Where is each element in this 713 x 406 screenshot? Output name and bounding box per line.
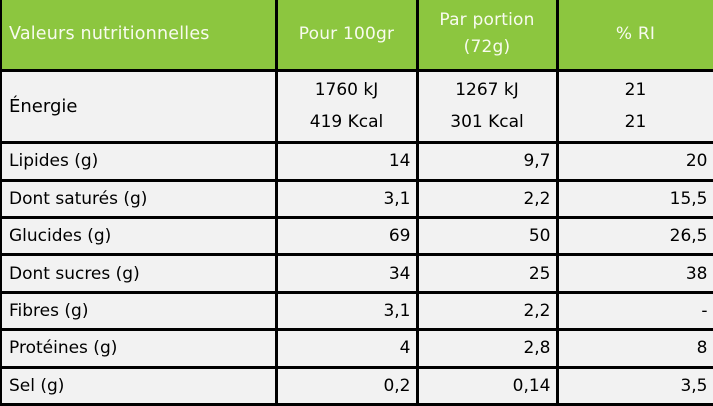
nutrient-label: Fibres (g) (0, 290, 278, 332)
header-par-portion-line2: (72g) (463, 37, 511, 58)
nutrient-percent-ri: 15,5 (555, 178, 713, 220)
energy-percent-ri-kcal: 21 (624, 112, 647, 133)
energy-percent-ri: 21 21 (555, 68, 713, 145)
nutrient-percent-ri: 26,5 (555, 216, 713, 257)
nutrient-per-portion: 9,7 (415, 141, 559, 182)
energy-per-100g-kcal: 419 Kcal (309, 112, 384, 133)
nutrient-row: Dont saturés (g) 3,1 2,2 15,5 (0, 178, 713, 220)
energy-row: Énergie 1760 kJ 419 Kcal 1267 kJ 301 Kca… (0, 68, 713, 145)
header-row: Valeurs nutritionnelles Pour 100gr Par p… (0, 0, 713, 72)
nutrient-percent-ri: 38 (555, 253, 713, 294)
nutrient-percent-ri: 3,5 (555, 365, 713, 406)
nutrient-per-100g: 4 (274, 328, 419, 369)
energy-per-100g-kj: 1760 kJ (314, 80, 379, 101)
header-percent-ri: % RI (555, 0, 713, 72)
nutrient-per-100g: 3,1 (274, 290, 419, 332)
nutrient-row: Glucides (g) 69 50 26,5 (0, 216, 713, 257)
header-par-portion-line1: Par portion (439, 10, 535, 31)
nutrient-percent-ri: 20 (555, 141, 713, 182)
nutrient-per-portion: 50 (415, 216, 559, 257)
energy-label: Énergie (0, 68, 278, 145)
nutrient-per-100g: 3,1 (274, 178, 419, 220)
nutrient-label: Glucides (g) (0, 216, 278, 257)
nutrient-label: Protéines (g) (0, 328, 278, 369)
energy-percent-ri-kj: 21 (624, 80, 647, 101)
nutrient-per-portion: 2,8 (415, 328, 559, 369)
nutrient-row: Protéines (g) 4 2,8 8 (0, 328, 713, 369)
energy-per-portion-kj: 1267 kJ (455, 80, 519, 101)
nutrient-per-100g: 14 (274, 141, 419, 182)
nutrient-label: Sel (g) (0, 365, 278, 406)
nutrient-per-100g: 69 (274, 216, 419, 257)
nutrient-row: Fibres (g) 3,1 2,2 - (0, 290, 713, 332)
nutrient-per-portion: 0,14 (415, 365, 559, 406)
nutrient-per-portion: 25 (415, 253, 559, 294)
nutrient-per-portion: 2,2 (415, 290, 559, 332)
energy-per-portion-kcal: 301 Kcal (450, 112, 524, 133)
nutrient-label: Dont sucres (g) (0, 253, 278, 294)
nutrient-per-portion: 2,2 (415, 178, 559, 220)
nutrient-per-100g: 0,2 (274, 365, 419, 406)
nutrient-row: Sel (g) 0,2 0,14 3,5 (0, 365, 713, 406)
header-par-portion: Par portion (72g) (415, 0, 559, 72)
nutrient-per-100g: 34 (274, 253, 419, 294)
nutrient-row: Dont sucres (g) 34 25 38 (0, 253, 713, 294)
nutrient-label: Dont saturés (g) (0, 178, 278, 220)
energy-per-100g: 1760 kJ 419 Kcal (274, 68, 419, 145)
nutrient-row: Lipides (g) 14 9,7 20 (0, 141, 713, 182)
energy-per-portion: 1267 kJ 301 Kcal (415, 68, 559, 145)
nutrient-label: Lipides (g) (0, 141, 278, 182)
header-values-nutritionnelles: Valeurs nutritionnelles (0, 0, 278, 72)
table-header: Valeurs nutritionnelles Pour 100gr Par p… (0, 0, 713, 72)
nutrient-percent-ri: - (555, 290, 713, 332)
header-pour-100gr: Pour 100gr (274, 0, 419, 72)
nutrient-percent-ri: 8 (555, 328, 713, 369)
nutrition-rows: Énergie 1760 kJ 419 Kcal 1267 kJ 301 Kca… (0, 68, 713, 406)
